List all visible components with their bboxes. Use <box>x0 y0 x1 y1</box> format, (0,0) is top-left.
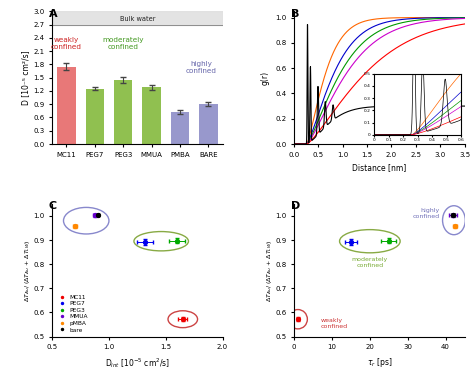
X-axis label: D$_{int}$ [10$^{-5}$ cm$^2$/s]: D$_{int}$ [10$^{-5}$ cm$^2$/s] <box>105 356 170 370</box>
Y-axis label: $\Delta T_{Au}$/ ($\Delta T_{Au}$ + $\Delta T_{LW}$): $\Delta T_{Au}$/ ($\Delta T_{Au}$ + $\De… <box>265 239 274 301</box>
Text: moderately
confined: moderately confined <box>102 37 144 50</box>
Text: moderately
confined: moderately confined <box>352 257 388 268</box>
Text: weakly
confined: weakly confined <box>51 37 82 50</box>
Text: Bulk water: Bulk water <box>119 16 155 22</box>
X-axis label: Distance [nm]: Distance [nm] <box>352 163 406 172</box>
Bar <box>114 80 132 144</box>
Bar <box>52 11 223 25</box>
Text: B: B <box>291 9 299 19</box>
Bar <box>142 88 161 144</box>
Text: A: A <box>49 9 57 19</box>
Text: weakly
confined: weakly confined <box>320 319 348 329</box>
Bar <box>171 112 189 144</box>
Text: C: C <box>49 201 57 211</box>
Y-axis label: D [10⁻⁵ cm²/s]: D [10⁻⁵ cm²/s] <box>21 50 30 105</box>
Y-axis label: $\Delta T_{Au}$/ ($\Delta T_{Au}$ + $\Delta T_{LW}$): $\Delta T_{Au}$/ ($\Delta T_{Au}$ + $\De… <box>23 239 32 301</box>
Bar <box>85 89 104 144</box>
Y-axis label: g(r): g(r) <box>261 71 270 85</box>
Text: highly
confined: highly confined <box>186 61 217 74</box>
Bar <box>57 67 75 144</box>
Text: D: D <box>291 201 300 211</box>
Text: highly
confined: highly confined <box>413 208 440 219</box>
Legend: MC11, PEG7, PEG3, MMUA, pMBA, bare: MC11, PEG7, PEG3, MMUA, pMBA, bare <box>55 294 89 334</box>
Bar <box>199 104 218 144</box>
X-axis label: $\tau_r$ [ps]: $\tau_r$ [ps] <box>366 356 392 369</box>
